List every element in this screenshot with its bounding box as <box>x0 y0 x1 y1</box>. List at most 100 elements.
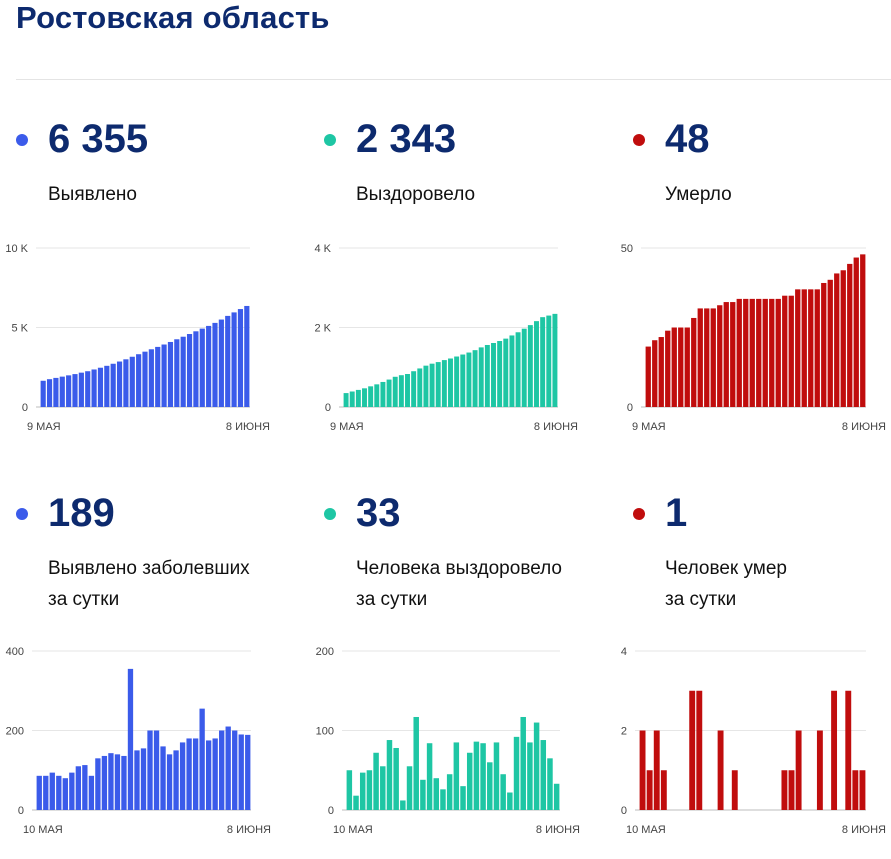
bar <box>353 795 359 810</box>
y-tick-label: 4 <box>621 646 627 658</box>
bar <box>478 347 484 407</box>
bar <box>743 298 749 407</box>
bar <box>834 273 840 407</box>
daily-recovered-value: 33 <box>356 491 401 535</box>
bar <box>49 772 55 810</box>
bar <box>225 726 231 810</box>
x-start-label: 9 МАЯ <box>330 421 364 433</box>
x-end-label: 8 ИЮНЯ <box>534 421 578 433</box>
bar <box>487 762 493 810</box>
bar <box>373 752 379 810</box>
bar <box>429 363 435 407</box>
bar <box>473 741 480 810</box>
bar <box>192 738 199 810</box>
y-tick-label: 0 <box>18 805 24 817</box>
chart-deaths: 0 50 9 МАЯ 8 ИЮНЯ <box>621 243 886 433</box>
bar <box>75 766 82 810</box>
x-start-label: 10 МАЯ <box>626 824 666 836</box>
bar <box>127 668 134 810</box>
bar <box>193 331 199 407</box>
bar <box>527 325 533 407</box>
bar <box>507 792 513 810</box>
bar <box>366 770 373 810</box>
bar <box>460 354 466 407</box>
bar <box>232 730 238 810</box>
recovered-value: 2 343 <box>356 117 457 161</box>
y-tick-label: 2 K <box>314 323 331 335</box>
bar <box>114 754 121 810</box>
bar <box>174 339 180 407</box>
bar <box>180 336 186 407</box>
bar <box>231 312 237 407</box>
bar <box>546 315 552 407</box>
bar <box>346 770 353 810</box>
bar <box>355 389 361 407</box>
bar <box>134 750 140 810</box>
bar <box>386 379 392 407</box>
bar <box>147 730 153 810</box>
bar <box>225 315 231 407</box>
bar <box>521 328 527 407</box>
daily-deaths-label: Человек умер за сутки <box>665 558 787 610</box>
x-start-label: 10 МАЯ <box>23 824 63 836</box>
stat-daily-recovered: 33 Человека выздоровело за сутки <box>324 479 624 859</box>
bar <box>97 367 104 407</box>
daily-recovered-label: Человека выздоровело за сутки <box>356 558 563 610</box>
bar <box>808 289 814 407</box>
daily-confirmed-value: 189 <box>48 491 115 535</box>
bar <box>380 766 386 810</box>
chart-confirmed: 0 5 K 10 K 9 МАЯ 8 ИЮНЯ <box>5 243 270 433</box>
bar <box>179 742 186 810</box>
bar <box>53 377 59 407</box>
bar <box>756 298 762 407</box>
y-tick-label: 50 <box>621 243 633 255</box>
bar <box>219 730 225 810</box>
bar <box>199 708 205 810</box>
bar <box>845 690 852 810</box>
bar <box>148 349 154 407</box>
bar <box>66 375 72 407</box>
bar <box>671 327 677 407</box>
bar <box>400 800 406 810</box>
bar <box>161 344 167 407</box>
bar <box>645 346 651 407</box>
bar <box>218 319 224 407</box>
bar <box>704 308 710 407</box>
bar <box>205 740 212 810</box>
y-tick-label: 100 <box>316 726 334 738</box>
bar <box>509 335 515 407</box>
chart-recovered: 0 2 K 4 K 9 МАЯ 8 ИЮНЯ <box>314 243 578 433</box>
bar <box>540 740 547 810</box>
bar <box>110 363 116 407</box>
bar <box>484 344 490 407</box>
bar <box>69 772 75 810</box>
bar <box>840 270 846 407</box>
bar <box>59 376 65 407</box>
bar <box>814 289 820 407</box>
x-start-label: 9 МАЯ <box>632 421 666 433</box>
y-tick-label: 0 <box>22 402 28 414</box>
bar <box>723 302 729 407</box>
bar <box>46 379 53 407</box>
bar <box>72 374 78 407</box>
bar <box>423 365 429 407</box>
bar <box>860 254 866 407</box>
bar <box>167 341 174 407</box>
deaths-label: Умерло <box>665 184 732 205</box>
bar <box>392 376 398 407</box>
bar <box>212 738 218 810</box>
bar <box>362 388 367 407</box>
bar <box>446 774 453 810</box>
bar <box>435 362 441 407</box>
bar <box>717 730 724 810</box>
bar <box>678 327 684 407</box>
bar <box>153 730 160 810</box>
x-end-label: 8 ИЮНЯ <box>227 824 271 836</box>
bar <box>413 716 419 810</box>
bar <box>853 257 859 407</box>
bar <box>691 317 697 407</box>
x-end-label: 8 ИЮНЯ <box>842 824 886 836</box>
bar <box>155 346 161 407</box>
bar <box>406 766 413 810</box>
bar <box>653 730 660 810</box>
